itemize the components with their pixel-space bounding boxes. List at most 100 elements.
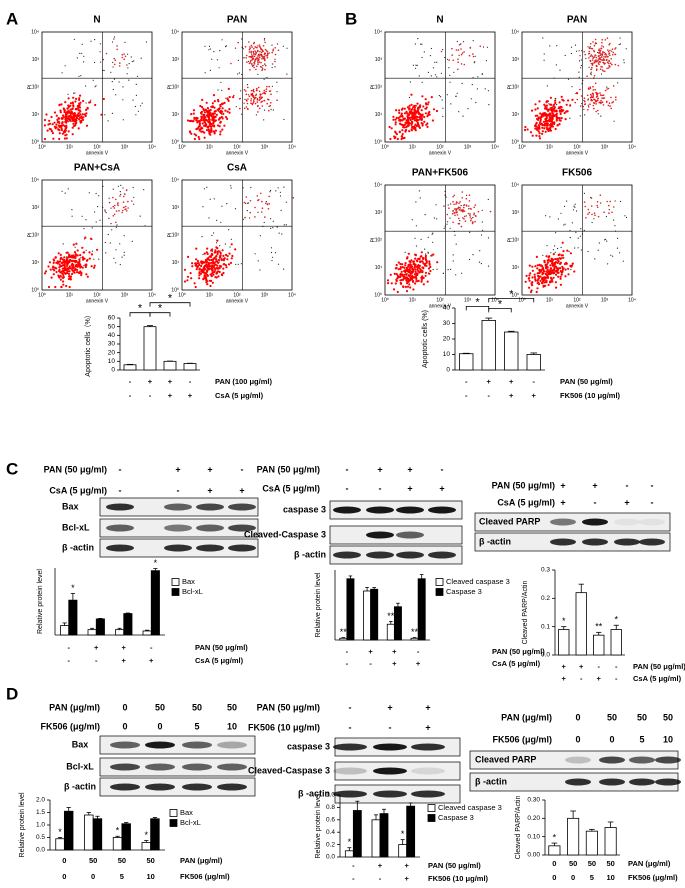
- flow-dot: [424, 51, 425, 52]
- flow-dot: [461, 205, 462, 206]
- flow-dot: [617, 248, 618, 249]
- flow-dot: [218, 259, 220, 261]
- flow-dot: [272, 50, 274, 52]
- bar: [69, 600, 77, 635]
- blot-label: Cleaved PARP: [479, 516, 540, 526]
- flow-dot: [211, 59, 212, 60]
- flow-dot: [414, 238, 415, 239]
- flow-dot: [441, 51, 443, 53]
- flow-dot: [613, 52, 615, 54]
- flow-dot: [413, 125, 415, 127]
- condition-value: -: [349, 702, 352, 712]
- flow-dot: [570, 252, 572, 254]
- flow-dot: [283, 46, 284, 47]
- flow-dot: [219, 50, 220, 51]
- flow-dot: [592, 59, 594, 61]
- flow-dot: [247, 203, 248, 204]
- flow-dot: [459, 220, 460, 221]
- bar: [164, 361, 176, 370]
- flow-y-label: PI: [370, 85, 376, 90]
- condition-name: CsA (5 μg/ml): [492, 659, 541, 668]
- flow-dot: [408, 283, 410, 285]
- flow-dot: [448, 269, 449, 270]
- flow-dot: [286, 202, 287, 203]
- condition-value: 0: [62, 856, 66, 865]
- condition-value: 50: [663, 712, 673, 722]
- flow-x-tick: 10³: [121, 144, 129, 150]
- flow-dot: [87, 108, 89, 110]
- flow-dot: [60, 275, 62, 277]
- flow-dot: [539, 276, 541, 278]
- flow-dot: [60, 103, 62, 105]
- flow-dot: [594, 212, 596, 214]
- flow-dot: [260, 193, 262, 195]
- flow-dot: [222, 39, 223, 40]
- condition-value: -: [626, 480, 629, 490]
- flow-dot: [87, 276, 89, 278]
- flow-dot: [462, 217, 464, 219]
- flow-dot: [260, 48, 262, 50]
- flow-dot: [84, 113, 86, 115]
- flow-dot: [273, 221, 274, 222]
- flow-dot: [414, 268, 416, 270]
- flow-dot: [443, 205, 445, 207]
- flow-dot: [58, 104, 60, 106]
- flow-dot: [411, 124, 413, 126]
- flow-dot: [215, 246, 217, 248]
- flow-dot: [532, 135, 534, 137]
- flow-y-tick: 10¹: [172, 260, 180, 266]
- flow-dot: [422, 82, 423, 83]
- flow-dot: [553, 277, 555, 279]
- flow-dot: [206, 283, 208, 285]
- flow-dot: [425, 112, 427, 114]
- flow-dot: [550, 130, 552, 132]
- flow-dot: [262, 207, 264, 209]
- flow-dot: [588, 89, 590, 91]
- flow-dot: [545, 281, 547, 283]
- flow-dot: [594, 214, 596, 216]
- flow-dot: [606, 241, 607, 242]
- flow-dot: [278, 187, 279, 188]
- flow-dot: [549, 45, 550, 46]
- flow-dot: [260, 235, 261, 236]
- flow-dot: [552, 259, 554, 261]
- flow-dot: [473, 207, 475, 209]
- condition-value: 0: [575, 712, 580, 722]
- y-tick-label: 2.0: [36, 797, 45, 804]
- flow-dot: [599, 102, 601, 104]
- flow-dot: [473, 213, 475, 215]
- flow-dot: [238, 264, 239, 265]
- flow-dot: [231, 243, 233, 245]
- flow-dot: [433, 108, 435, 110]
- flow-dot: [592, 41, 594, 43]
- flow-dot: [620, 43, 621, 44]
- flow-dot: [237, 73, 238, 74]
- flow-dot: [80, 272, 82, 274]
- flow-y-tick: 10¹: [375, 265, 383, 271]
- flow-dot: [442, 99, 443, 100]
- condition-name: FK506 (μg/ml): [628, 873, 678, 882]
- flow-dot: [53, 269, 55, 271]
- condition-value: -: [615, 674, 618, 683]
- flow-dot: [415, 112, 417, 114]
- flow-dot: [110, 242, 111, 243]
- flow-dot: [260, 46, 262, 48]
- flow-dot: [254, 60, 256, 62]
- flow-dot: [277, 43, 278, 44]
- flow-dot: [214, 116, 216, 118]
- flow-dot: [613, 101, 615, 103]
- flow-dot: [580, 105, 582, 107]
- flow-dot: [472, 217, 473, 218]
- flow-dot: [453, 260, 454, 261]
- flow-dot: [59, 132, 61, 134]
- flow-dot: [590, 55, 592, 57]
- flow-dot: [257, 62, 259, 64]
- legend-label: Bcl-xL: [182, 587, 203, 596]
- flow-dot: [422, 105, 424, 107]
- flow-dot: [580, 67, 581, 68]
- flow-dot: [609, 201, 611, 203]
- flow-dot: [614, 225, 615, 226]
- flow-dot: [409, 97, 410, 98]
- flow-dot: [393, 288, 395, 290]
- legend-swatch: [170, 810, 177, 817]
